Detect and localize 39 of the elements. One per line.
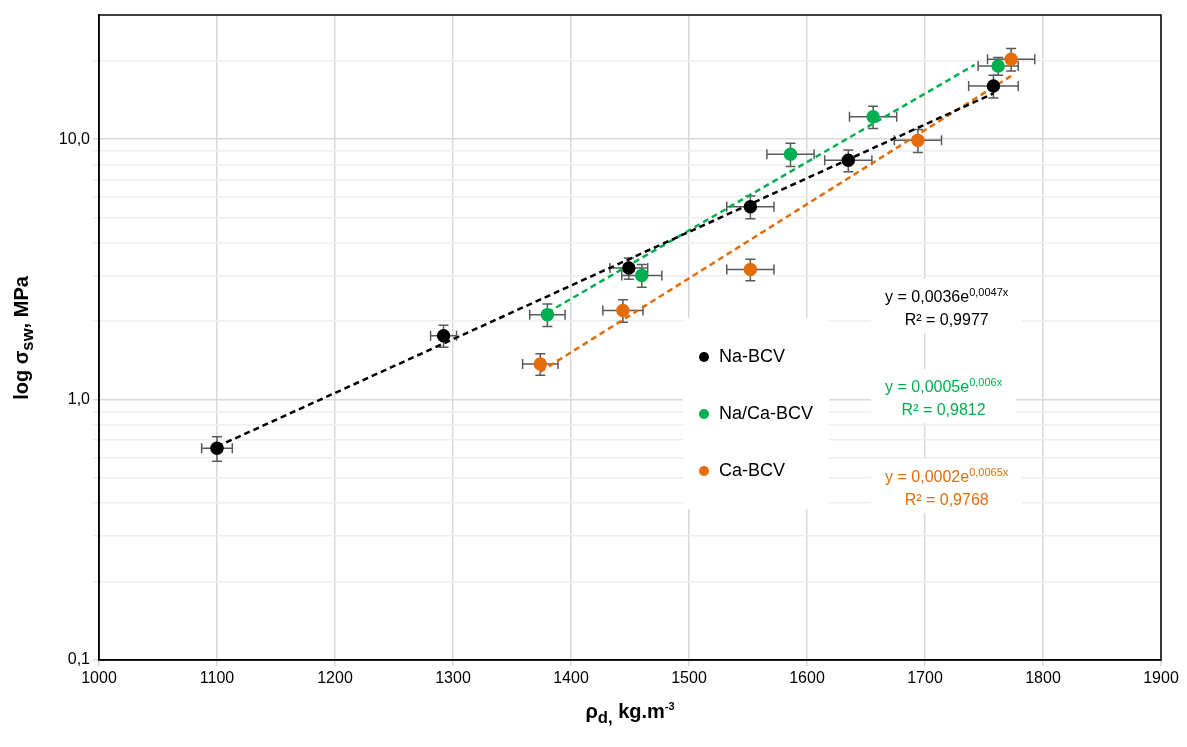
x-tick-label: 1900 <box>1143 669 1179 687</box>
x-tick-label: 1000 <box>81 669 117 687</box>
point <box>616 303 630 318</box>
point <box>986 79 1001 93</box>
annotation: R² = 0,9768 <box>903 489 990 510</box>
point <box>1004 52 1018 66</box>
y-tick-label: 10,0 <box>58 129 91 147</box>
x-tick-label: 1300 <box>435 669 471 687</box>
legend-label: Na-BCV <box>719 346 786 368</box>
annotation: R² = 0,9812 <box>900 399 987 420</box>
point <box>866 110 880 124</box>
legend-label: Na/Ca-BCV <box>719 403 814 425</box>
point <box>533 357 548 371</box>
annotation: y = 0,0036e$^{0,0047x}$ <box>885 285 1009 308</box>
point <box>635 268 649 283</box>
x-tick-label: 1400 <box>553 669 589 687</box>
x-tick-label: 1500 <box>671 669 707 687</box>
point <box>911 133 925 148</box>
point <box>841 153 856 168</box>
y-tick-label: 0,1 <box>67 650 91 668</box>
x-tick-label: 1800 <box>1025 669 1061 687</box>
point <box>210 441 224 456</box>
annotation: y = 0,0002e$^{0,0065x}$ <box>885 465 1009 488</box>
point <box>991 59 1005 73</box>
point <box>436 328 451 343</box>
x-axis-title: ρ$_{d,}$ kg.m$^{-3}$ <box>585 700 675 728</box>
point <box>743 262 758 277</box>
legend-label: Ca-BCV <box>719 460 786 482</box>
x-tick-label: 1700 <box>907 669 943 687</box>
x-tick-label: 1600 <box>789 669 825 687</box>
annotation: R² = 0,9977 <box>903 309 990 330</box>
point <box>743 200 758 214</box>
y-tick-label: 1,0 <box>67 390 91 408</box>
annotation: y = 0,0005e$^{0,006x}$ <box>885 375 1003 398</box>
x-tick-label: 1200 <box>317 669 353 687</box>
point <box>540 307 555 322</box>
point <box>622 261 636 275</box>
point <box>783 147 798 162</box>
x-tick-label: 1100 <box>199 669 235 687</box>
